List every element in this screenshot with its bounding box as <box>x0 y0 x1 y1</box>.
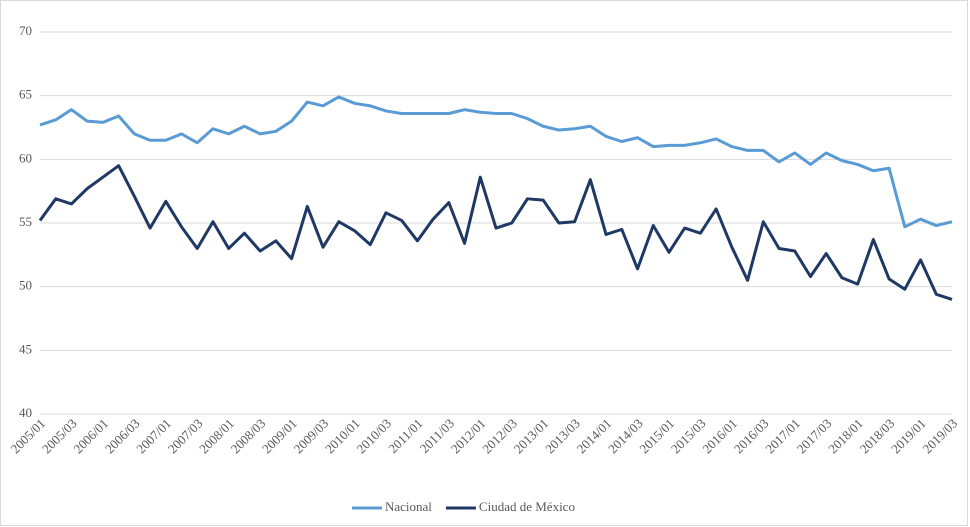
y-tick-label: 40 <box>19 405 32 420</box>
legend-label: Nacional <box>385 499 432 514</box>
y-tick-label: 60 <box>19 150 32 165</box>
y-tick-label: 70 <box>19 23 32 38</box>
y-tick-label: 50 <box>19 278 32 293</box>
series-line <box>39 95 953 229</box>
legend-label: Ciudad de México <box>479 499 575 514</box>
y-tick-label: 45 <box>19 341 32 356</box>
y-tick-label: 55 <box>19 214 32 229</box>
series-line <box>38 164 953 301</box>
y-tick-label: 65 <box>19 87 32 102</box>
